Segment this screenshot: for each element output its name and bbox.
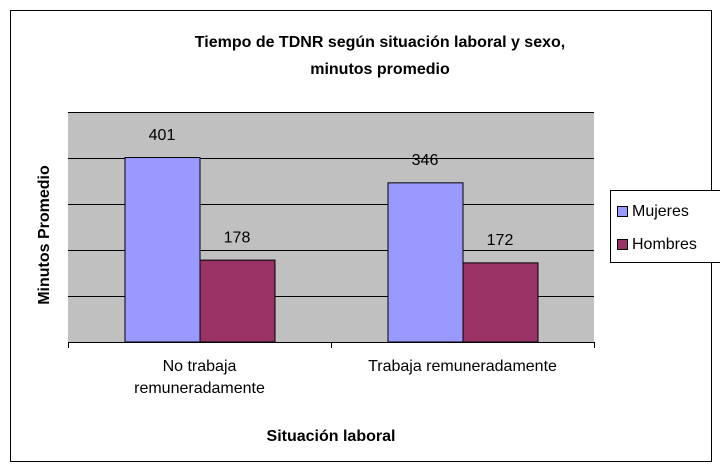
data-label: 178 — [224, 229, 251, 246]
x-tick-label: No trabaja remuneradamente — [134, 358, 265, 397]
x-tick-label: Trabaja remuneradamente — [368, 358, 557, 375]
bar — [124, 157, 201, 343]
chart-title: minutos promedio — [310, 61, 450, 78]
data-label: 401 — [149, 127, 176, 144]
data-label: 172 — [487, 232, 514, 249]
chart-title: Tiempo de TDNR según situación laboral y… — [195, 34, 565, 51]
legend-swatch — [617, 206, 628, 217]
bar — [462, 262, 539, 343]
legend-label: Hombres — [632, 236, 697, 253]
legend-box — [610, 190, 720, 263]
legend-label: Mujeres — [632, 203, 689, 220]
bar — [387, 182, 464, 343]
bar — [199, 259, 276, 343]
x-axis-label: Situación laboral — [267, 428, 396, 445]
data-label: 346 — [412, 152, 439, 169]
y-axis-label: Minutos Promedio — [36, 165, 53, 305]
legend-swatch — [617, 239, 628, 250]
